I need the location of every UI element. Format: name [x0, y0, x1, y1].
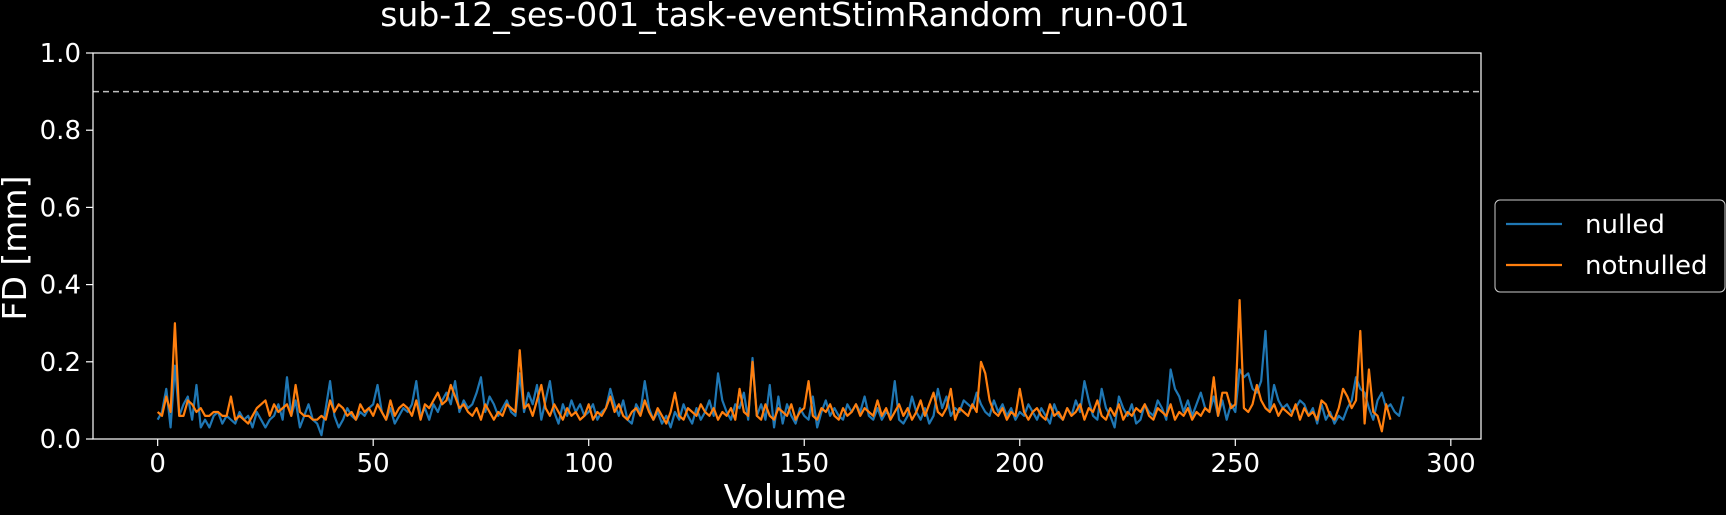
- y-tick-label: 0.6: [40, 193, 81, 223]
- y-tick-label: 0.8: [40, 116, 81, 146]
- axes-frame: [92, 52, 1482, 440]
- y-tick-label: 0.4: [40, 271, 81, 301]
- x-tick-label: 50: [357, 449, 390, 479]
- y-tick-label: 0.0: [40, 425, 81, 455]
- x-tick-label: 100: [564, 449, 614, 479]
- x-tick-label: 300: [1426, 449, 1476, 479]
- y-tick-label: 0.2: [40, 348, 81, 378]
- x-tick-label: 0: [149, 449, 166, 479]
- legend-label-notnulled: notnulled: [1585, 251, 1707, 281]
- plot-area: [93, 90, 1481, 437]
- y-axis-label: FD [mm]: [0, 176, 34, 321]
- y-axis: 0.0 0.2 0.4 0.6 0.8 1.0: [40, 39, 93, 455]
- x-tick-label: 250: [1210, 449, 1260, 479]
- x-axis-label: Volume: [724, 477, 847, 515]
- legend: nulled notnulled: [1494, 199, 1726, 293]
- x-tick-label: 150: [779, 449, 829, 479]
- x-axis: 0 50 100 150 200 250 300: [149, 439, 1476, 479]
- x-tick-label: 200: [995, 449, 1045, 479]
- legend-label-nulled: nulled: [1585, 210, 1665, 240]
- chart-title: sub-12_ses-001_task-eventStimRandom_run-…: [380, 0, 1190, 34]
- series-line-notnulled: [156, 298, 1392, 433]
- y-tick-label: 1.0: [40, 39, 81, 69]
